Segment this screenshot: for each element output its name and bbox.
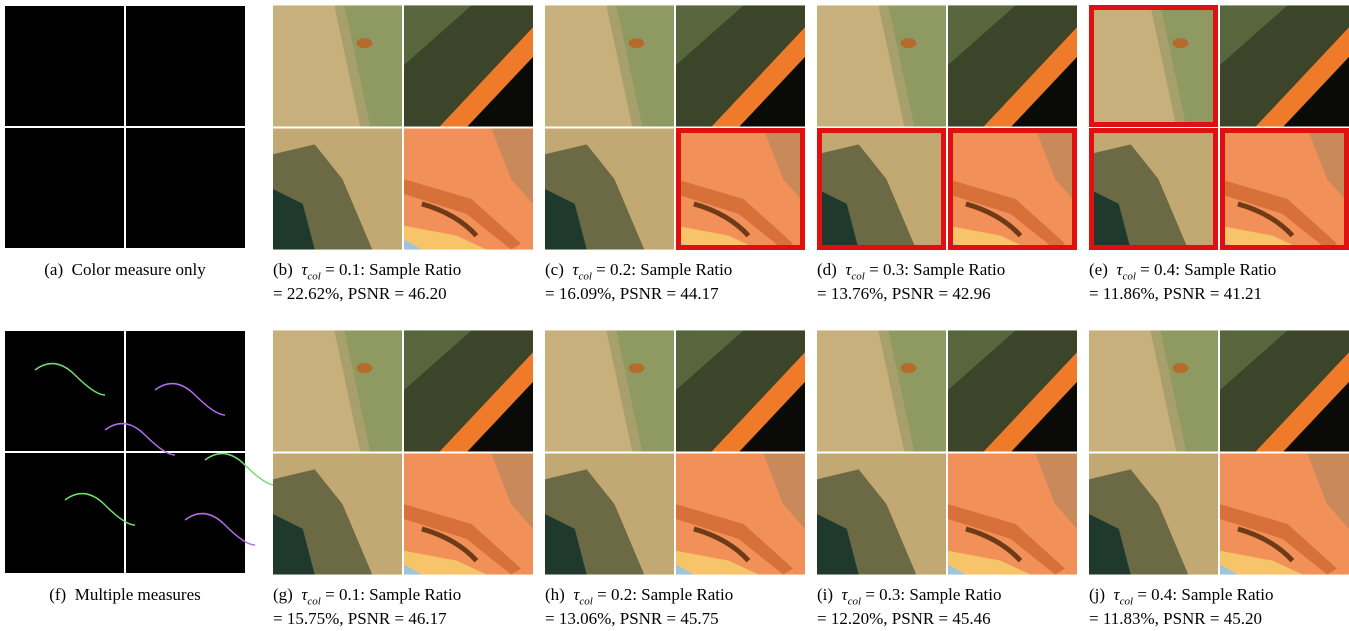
- zoom-panel: [545, 330, 805, 574]
- edge-image: [5, 6, 245, 248]
- edge-thumbnail: [5, 6, 245, 248]
- caption-part: (c): [545, 260, 564, 279]
- edge-thumbnail: [5, 330, 275, 574]
- caption: (g) τcol = 0.1: Sample Ratio= 15.75%, PS…: [273, 583, 535, 631]
- caption-part: col: [848, 595, 861, 607]
- caption: (b) τcol = 0.1: Sample Ratio= 22.62%, PS…: [273, 258, 535, 306]
- caption-part: col: [307, 270, 320, 282]
- caption: (d) τcol = 0.3: Sample Ratio= 13.76%, PS…: [817, 258, 1079, 306]
- zoom-panel: [1089, 5, 1349, 249]
- caption-part: col: [307, 595, 320, 607]
- caption-part: (j): [1089, 585, 1105, 604]
- zoom-image: [1089, 330, 1349, 574]
- caption: (c) τcol = 0.2: Sample Ratio= 16.09%, PS…: [545, 258, 807, 306]
- caption-part: = 0.1: Sample Ratio: [325, 260, 461, 279]
- caption-part: = 13.76%, PSNR = 42.96: [817, 284, 991, 303]
- caption-part: = 15.75%, PSNR = 46.17: [273, 609, 447, 628]
- caption-part: = 0.1: Sample Ratio: [325, 585, 461, 604]
- caption-part: = 12.20%, PSNR = 45.46: [817, 609, 991, 628]
- caption-part: = 11.83%, PSNR = 45.20: [1089, 609, 1262, 628]
- zoom-image: [273, 330, 533, 574]
- zoom-panel: [273, 330, 533, 574]
- zoom-panel: [1089, 330, 1349, 574]
- zoom-panel: [817, 330, 1077, 574]
- zoom-panel: [817, 5, 1077, 249]
- caption-part: col: [579, 595, 592, 607]
- caption-part: (g): [273, 585, 293, 604]
- caption: (a) Color measure only: [5, 258, 245, 282]
- zoom-image: [545, 330, 805, 574]
- edge-image: [5, 331, 245, 573]
- caption: (f) Multiple measures: [5, 583, 245, 607]
- zoom-panel: [545, 5, 805, 249]
- caption-part: = 0.3: Sample Ratio: [869, 260, 1005, 279]
- caption-part: = 0.4: Sample Ratio: [1137, 585, 1273, 604]
- caption-part: = 0.3: Sample Ratio: [865, 585, 1001, 604]
- zoom-image: [1089, 5, 1349, 249]
- caption-part: (e): [1089, 260, 1108, 279]
- caption-part: (h): [545, 585, 565, 604]
- zoom-panel: [273, 5, 533, 249]
- caption-part: = 0.2: Sample Ratio: [596, 260, 732, 279]
- caption-part: col: [1122, 270, 1135, 282]
- caption: (j) τcol = 0.4: Sample Ratio= 11.83%, PS…: [1089, 583, 1349, 631]
- caption-part: Color measure only: [72, 260, 206, 279]
- caption: (i) τcol = 0.3: Sample Ratio= 12.20%, PS…: [817, 583, 1079, 631]
- caption: (h) τcol = 0.2: Sample Ratio= 13.06%, PS…: [545, 583, 807, 631]
- caption-part: (d): [817, 260, 837, 279]
- zoom-image: [545, 5, 805, 249]
- caption-part: = 0.4: Sample Ratio: [1140, 260, 1276, 279]
- zoom-image: [273, 5, 533, 249]
- caption-part: col: [578, 270, 591, 282]
- caption-part: = 16.09%, PSNR = 44.17: [545, 284, 719, 303]
- zoom-image: [817, 330, 1077, 574]
- caption-part: (b): [273, 260, 293, 279]
- caption-part: = 22.62%, PSNR = 46.20: [273, 284, 447, 303]
- caption-part: = 13.06%, PSNR = 45.75: [545, 609, 719, 628]
- caption-part: col: [1120, 595, 1133, 607]
- caption: (e) τcol = 0.4: Sample Ratio= 11.86%, PS…: [1089, 258, 1349, 306]
- caption-part: (a): [44, 260, 63, 279]
- caption-part: = 11.86%, PSNR = 41.21: [1089, 284, 1262, 303]
- caption-part: = 0.2: Sample Ratio: [597, 585, 733, 604]
- zoom-image: [817, 5, 1077, 249]
- caption-part: (f): [49, 585, 66, 604]
- caption-part: (i): [817, 585, 833, 604]
- figure-images: [0, 0, 1349, 631]
- caption-part: col: [851, 270, 864, 282]
- caption-part: Multiple measures: [75, 585, 201, 604]
- figure: (a) Color measure only (b) τcol = 0.1: Sa…: [0, 0, 1349, 631]
